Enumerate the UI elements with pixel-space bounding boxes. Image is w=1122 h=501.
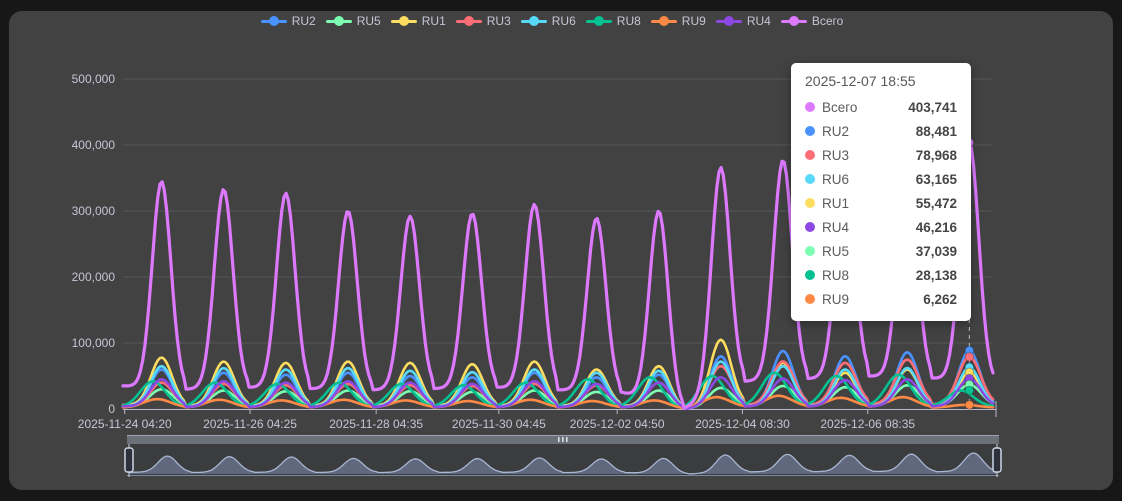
- x-axis-label: 2025-11-24 04:20: [77, 417, 172, 431]
- series-color-dot-icon: [805, 174, 815, 184]
- tooltip-row-RU4: RU4 46,216: [805, 215, 957, 239]
- legend-item-RU5[interactable]: RU5: [325, 14, 381, 28]
- x-axis-label: 2025-12-06 08:35: [820, 417, 916, 431]
- tooltip-series-name: RU9: [822, 291, 850, 307]
- line-dot-marker-icon: [520, 15, 547, 27]
- datazoom-right-handle[interactable]: [992, 447, 1002, 473]
- y-axis-label: 300,000: [71, 204, 115, 218]
- pointer-dot-RU8: [964, 385, 975, 396]
- legend-label: RU4: [746, 14, 771, 28]
- y-axis-label: 200,000: [71, 270, 115, 284]
- line-dot-marker-icon: [455, 15, 482, 27]
- tooltip-row-RU9: RU9 6,262: [805, 287, 957, 311]
- datazoom-area-fill: [129, 453, 997, 474]
- tooltip-series-name: RU2: [822, 123, 850, 139]
- tooltip-row-RU5: RU5 37,039: [805, 239, 957, 263]
- line-dot-marker-icon: [650, 15, 677, 27]
- tooltip-series-value: 46,216: [915, 219, 957, 235]
- tooltip-series-value: 63,165: [915, 171, 957, 187]
- tooltip: 2025-12-07 18:55 Всего 403,741 RU2 88,481 RU…: [791, 63, 971, 321]
- x-axis-label: 2025-11-28 04:35: [329, 417, 424, 431]
- pointer-dot-RU3: [964, 352, 975, 362]
- tooltip-title: 2025-12-07 18:55: [805, 73, 916, 89]
- tooltip-row-RU2: RU2 88,481: [805, 119, 957, 143]
- tooltip-row-RU6: RU6 63,165: [805, 167, 957, 191]
- tooltip-series-value: 88,481: [915, 123, 957, 139]
- legend-item-RU4[interactable]: RU4: [715, 14, 771, 28]
- legend: RU2 RU5 RU1 RU3 RU6 RU8 RU9 RU4 Всего: [0, 11, 1104, 31]
- y-axis-label: 400,000: [71, 138, 115, 152]
- drag-grip-icon: [562, 437, 564, 442]
- line-dot-marker-icon: [260, 15, 287, 27]
- pointer-dot-RU9: [964, 400, 975, 410]
- tooltip-series-name: RU3: [822, 147, 850, 163]
- legend-label: RU3: [486, 14, 511, 28]
- tooltip-series-value: 78,968: [915, 147, 957, 163]
- legend-item-RU8[interactable]: RU8: [585, 14, 641, 28]
- legend-item-RU2[interactable]: RU2: [260, 14, 316, 28]
- drag-grip-icon: [558, 437, 560, 442]
- tooltip-row-RU3: RU3 78,968: [805, 143, 957, 167]
- tooltip-series-name: RU4: [822, 219, 850, 235]
- x-axis-label: 2025-12-02 04:50: [569, 417, 665, 431]
- y-axis-label: 100,000: [71, 336, 115, 350]
- tooltip-series-name: RU6: [822, 171, 850, 187]
- legend-label: RU6: [551, 14, 576, 28]
- drag-grip-icon: [566, 437, 568, 442]
- legend-item-RU1[interactable]: RU1: [390, 14, 446, 28]
- series-color-dot-icon: [805, 198, 815, 208]
- legend-label: Всего: [811, 14, 844, 28]
- tooltip-series-value: 403,741: [908, 99, 957, 115]
- tooltip-series-value: 6,262: [923, 291, 957, 307]
- tooltip-row-Всего: Всего 403,741: [805, 95, 957, 119]
- tooltip-series-name: RU1: [822, 195, 850, 211]
- line-dot-marker-icon: [780, 15, 807, 27]
- tooltip-row-RU8: RU8 28,138: [805, 263, 957, 287]
- datazoom-left-handle[interactable]: [124, 447, 134, 473]
- series-color-dot-icon: [805, 150, 815, 160]
- y-axis-label: 500,000: [71, 72, 115, 86]
- legend-item-Всего[interactable]: Всего: [780, 14, 844, 28]
- tooltip-series-value: 55,472: [915, 195, 957, 211]
- legend-label: RU8: [616, 14, 641, 28]
- line-dot-marker-icon: [585, 15, 612, 27]
- line-dot-marker-icon: [715, 15, 742, 27]
- tooltip-row-RU1: RU1 55,472: [805, 191, 957, 215]
- legend-item-RU3[interactable]: RU3: [455, 14, 511, 28]
- series-color-dot-icon: [805, 102, 815, 112]
- series-line-RU4: [121, 376, 995, 411]
- legend-item-RU9[interactable]: RU9: [650, 14, 706, 28]
- tooltip-series-name: Всего: [822, 99, 858, 115]
- legend-item-RU6[interactable]: RU6: [520, 14, 576, 28]
- datazoom-area-line: [129, 452, 998, 475]
- line-dot-marker-icon: [325, 15, 352, 27]
- legend-label: RU5: [356, 14, 381, 28]
- legend-label: RU1: [421, 14, 446, 28]
- legend-label: RU2: [291, 14, 316, 28]
- tooltip-rows: Всего 403,741 RU2 88,481 RU3 78,968 RU6 63,165 R…: [805, 95, 957, 311]
- series-color-dot-icon: [805, 126, 815, 136]
- tooltip-series-name: RU5: [822, 243, 850, 259]
- y-axis-label: 0: [108, 402, 115, 416]
- x-axis-label: 2025-11-30 04:45: [451, 417, 546, 431]
- tooltip-series-value: 37,039: [915, 243, 957, 259]
- legend-label: RU9: [681, 14, 706, 28]
- series-color-dot-icon: [805, 270, 815, 280]
- tooltip-series-name: RU8: [822, 267, 850, 283]
- series-color-dot-icon: [805, 294, 815, 304]
- series-color-dot-icon: [805, 246, 815, 256]
- tooltip-series-value: 28,138: [915, 267, 957, 283]
- series-color-dot-icon: [805, 222, 815, 232]
- x-axis-label: 2025-11-26 04:25: [203, 417, 297, 431]
- x-axis-label: 2025-12-04 08:30: [695, 417, 790, 431]
- line-dot-marker-icon: [390, 15, 417, 27]
